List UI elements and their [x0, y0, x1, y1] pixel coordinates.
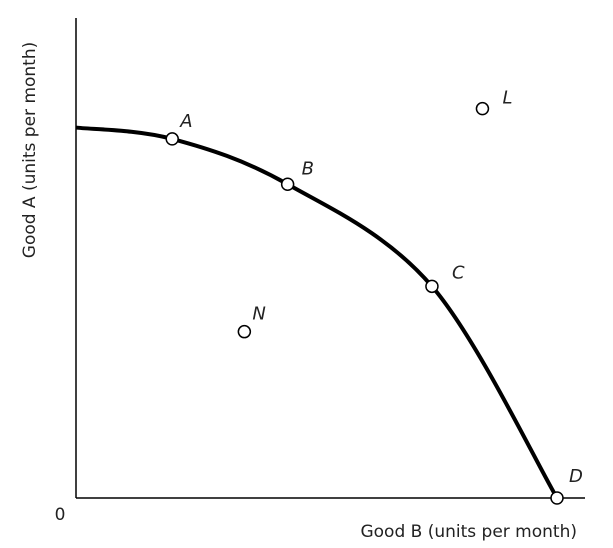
- x-axis-title: Good B (units per month): [360, 522, 577, 542]
- point-b-marker: [280, 177, 295, 192]
- ppf-curve: [75, 125, 559, 500]
- point-n-marker: [237, 324, 252, 339]
- point-c-marker: [425, 279, 439, 294]
- point-d-marker: [550, 491, 564, 505]
- point-l-marker: [475, 101, 490, 116]
- y-axis-title: Good A (units per month): [20, 42, 40, 258]
- point-a-label: A: [179, 111, 192, 132]
- origin-label: 0: [55, 505, 66, 525]
- point-b-label: B: [302, 158, 314, 179]
- point-l-label: L: [502, 88, 512, 109]
- point-c-label: C: [452, 262, 465, 283]
- axes: [75, 18, 585, 499]
- point-d-label: D: [569, 466, 583, 487]
- point-n-label: N: [252, 304, 265, 325]
- point-a-marker: [165, 132, 179, 146]
- plot-area: A B C D L N: [75, 88, 583, 505]
